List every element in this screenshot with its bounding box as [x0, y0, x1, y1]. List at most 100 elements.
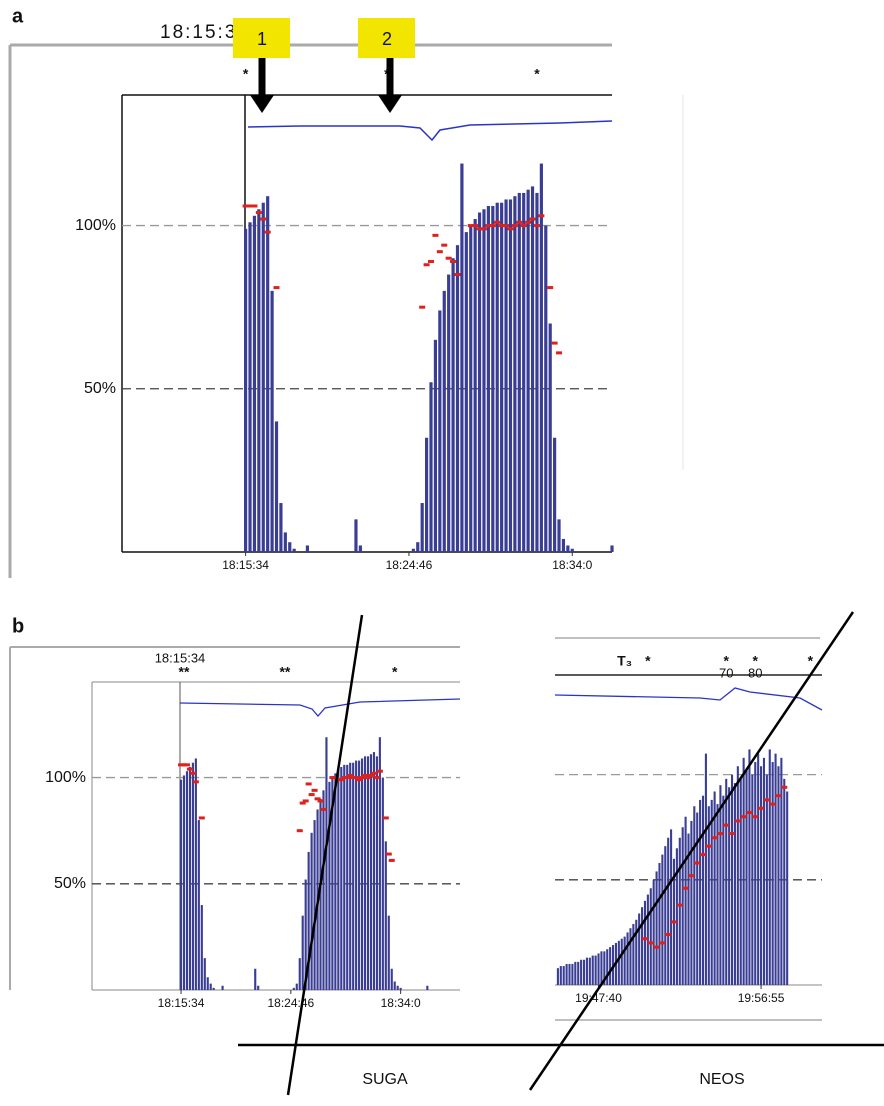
ratio-marker	[193, 780, 199, 783]
bar	[451, 258, 454, 552]
bar	[708, 806, 710, 985]
bar	[491, 206, 494, 552]
ratio-marker	[665, 933, 671, 936]
ratio-marker	[424, 263, 430, 266]
x-tick-label: 19:56:55	[738, 991, 785, 1005]
ratio-marker	[199, 816, 205, 819]
group-label: NEOS	[699, 1071, 744, 1088]
bar	[293, 988, 295, 990]
ratio-marker	[441, 244, 447, 247]
bar	[786, 791, 788, 985]
bar	[653, 880, 655, 985]
bar	[638, 913, 640, 985]
ratio-marker	[512, 224, 518, 227]
bar	[373, 752, 375, 990]
bar	[244, 229, 247, 552]
bar	[589, 958, 591, 985]
bar	[346, 765, 348, 990]
bar	[766, 775, 768, 985]
bar	[434, 340, 437, 552]
bar	[416, 542, 419, 552]
bar	[518, 193, 521, 552]
bar	[760, 766, 762, 985]
bar	[757, 754, 759, 985]
bar	[183, 775, 185, 990]
bar	[716, 804, 718, 985]
ratio-marker	[547, 286, 553, 289]
bar	[379, 737, 381, 990]
bar	[210, 984, 212, 990]
bar	[478, 213, 481, 552]
bar	[322, 790, 324, 990]
y-tick-label: 50%	[84, 380, 116, 397]
figure: a b 100%50%18:15:3418:24:4618:34:0***18:…	[0, 0, 884, 1106]
bar	[609, 947, 611, 985]
event-label: T₃	[617, 653, 632, 669]
bar	[340, 767, 342, 990]
ratio-marker	[758, 807, 764, 810]
event-label: *	[243, 66, 249, 82]
bar	[382, 778, 384, 990]
bar	[513, 196, 516, 552]
bar	[629, 928, 631, 985]
ratio-marker	[723, 824, 729, 827]
bar	[610, 545, 613, 552]
ratio-marker	[706, 845, 712, 848]
bar	[606, 949, 608, 985]
event-label: *	[392, 664, 398, 680]
ratio-marker	[419, 306, 425, 309]
bar	[204, 958, 206, 990]
bar	[557, 968, 559, 985]
ratio-marker	[683, 887, 689, 890]
bar	[253, 216, 256, 552]
ratio-marker	[770, 803, 776, 806]
bar	[426, 986, 428, 990]
bar	[257, 209, 260, 552]
bar	[563, 966, 565, 985]
bar	[705, 754, 707, 985]
ratio-marker	[648, 941, 654, 944]
ratio-marker	[764, 798, 770, 801]
bar	[583, 960, 585, 985]
bar	[504, 199, 507, 552]
ratio-marker	[654, 946, 660, 949]
bar	[388, 916, 390, 990]
bar	[201, 905, 203, 990]
ratio-marker	[775, 794, 781, 797]
bar	[262, 203, 265, 552]
bar	[288, 542, 291, 552]
ratio-marker	[534, 224, 540, 227]
bar	[544, 226, 547, 552]
ratio-marker	[383, 816, 389, 819]
bar	[279, 503, 282, 552]
bar	[644, 901, 646, 985]
x-tick-label: 18:24:46	[267, 996, 314, 1010]
event-label: *	[645, 653, 651, 669]
ratio-marker	[530, 218, 536, 221]
bar	[728, 787, 730, 985]
ratio-marker	[507, 227, 513, 230]
ratio-marker	[371, 772, 377, 775]
bar	[685, 817, 687, 985]
bar	[553, 438, 556, 552]
ratio-marker	[428, 260, 434, 263]
bar	[299, 958, 301, 990]
bar	[734, 783, 736, 985]
bar	[737, 766, 739, 985]
bar	[195, 758, 197, 990]
bar	[769, 749, 771, 985]
bar	[627, 932, 629, 985]
bar	[772, 762, 774, 985]
bar	[343, 765, 345, 990]
bar	[354, 519, 357, 552]
bar	[394, 982, 396, 990]
ratio-marker	[437, 250, 443, 253]
bar	[358, 761, 360, 990]
bar	[266, 196, 269, 552]
bar	[438, 310, 441, 552]
ratio-marker	[659, 941, 665, 944]
bar	[775, 754, 777, 985]
x-tick-label: 19:47:40	[575, 991, 622, 1005]
bar	[595, 956, 597, 985]
ratio-marker	[521, 224, 527, 227]
